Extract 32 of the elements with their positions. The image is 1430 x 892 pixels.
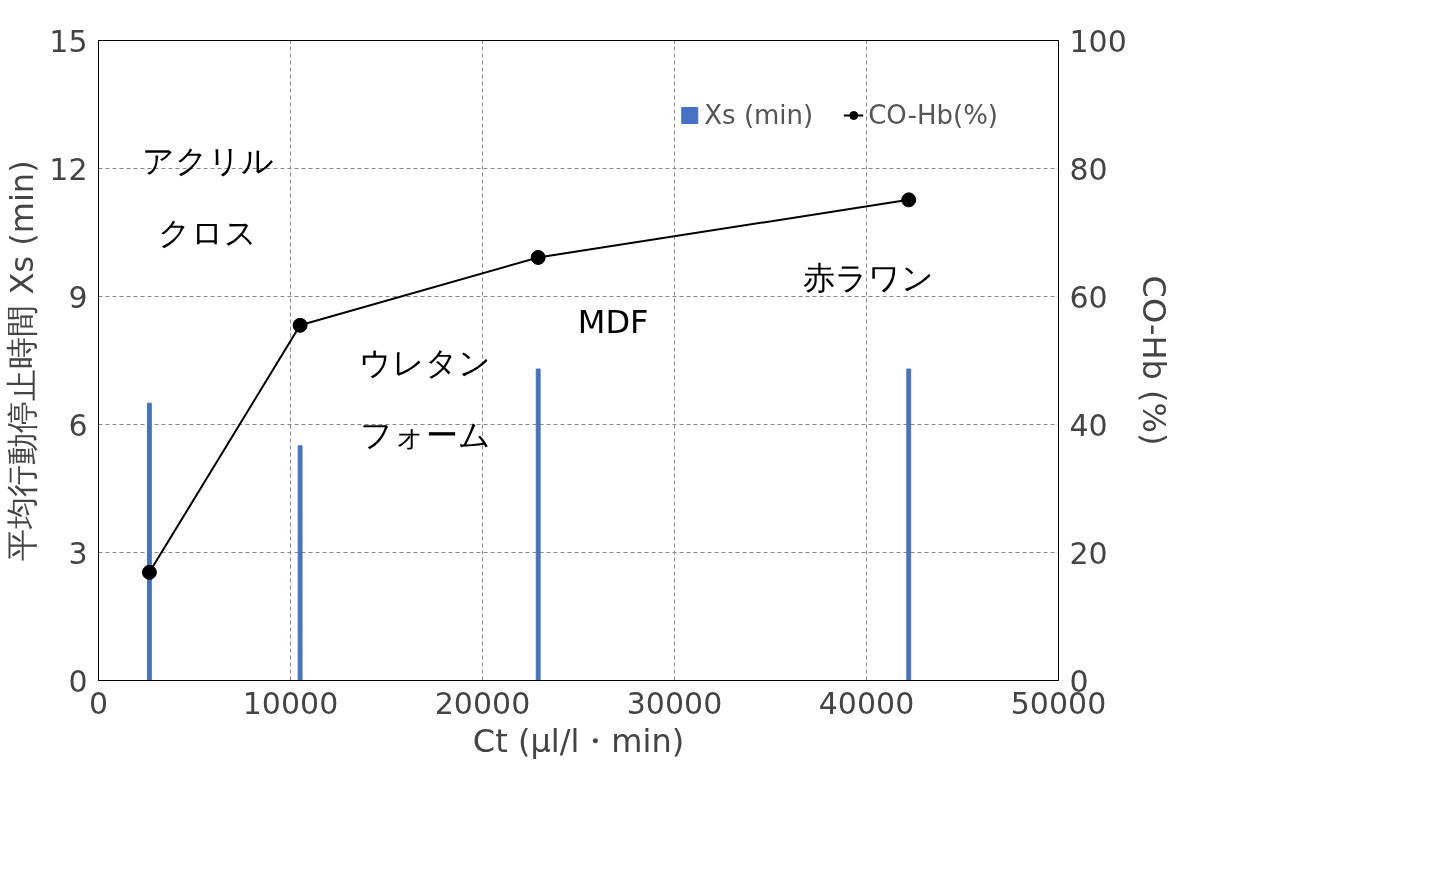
annotation: ウレタンフォーム bbox=[359, 343, 492, 454]
bar bbox=[535, 368, 541, 681]
x-axis-title: Ct (μl/l・min) bbox=[472, 721, 685, 760]
x-tick-label: 40000 bbox=[818, 685, 915, 721]
y-tick-label: 9 bbox=[68, 279, 88, 315]
y-tick-label: 0 bbox=[68, 663, 88, 699]
y-axis-title: 平均行動停止時間 Xs (min) bbox=[3, 160, 42, 561]
annotation: アクリルクロス bbox=[141, 141, 274, 252]
point bbox=[530, 249, 546, 265]
x-tick-label: 30000 bbox=[626, 685, 723, 721]
y2-tick-label: 20 bbox=[1069, 535, 1108, 571]
x-tick-label: 10000 bbox=[242, 685, 339, 721]
y2-tick-label: 100 bbox=[1069, 23, 1127, 59]
y-tick-label: 12 bbox=[49, 151, 88, 187]
point bbox=[901, 192, 917, 208]
annotation: 赤ラワン bbox=[803, 259, 935, 298]
y2-axis-title: CO-Hb (%) bbox=[1134, 275, 1173, 446]
y-tick-label: 15 bbox=[49, 23, 88, 59]
y-tick-label: 3 bbox=[68, 535, 88, 571]
legend-label: Xs (min) bbox=[704, 100, 814, 130]
point bbox=[292, 317, 308, 333]
bar bbox=[906, 368, 912, 681]
annotation: MDF bbox=[577, 303, 649, 342]
y2-tick-label: 80 bbox=[1069, 151, 1108, 187]
x-tick-label: 20000 bbox=[434, 685, 531, 721]
y2-tick-label: 60 bbox=[1069, 279, 1108, 315]
y-tick-label: 6 bbox=[68, 407, 88, 443]
bar bbox=[297, 445, 303, 681]
point bbox=[141, 564, 157, 580]
bar bbox=[146, 402, 152, 681]
legend-label: CO-Hb(%) bbox=[868, 100, 998, 130]
y2-tick-label: 40 bbox=[1069, 407, 1108, 443]
